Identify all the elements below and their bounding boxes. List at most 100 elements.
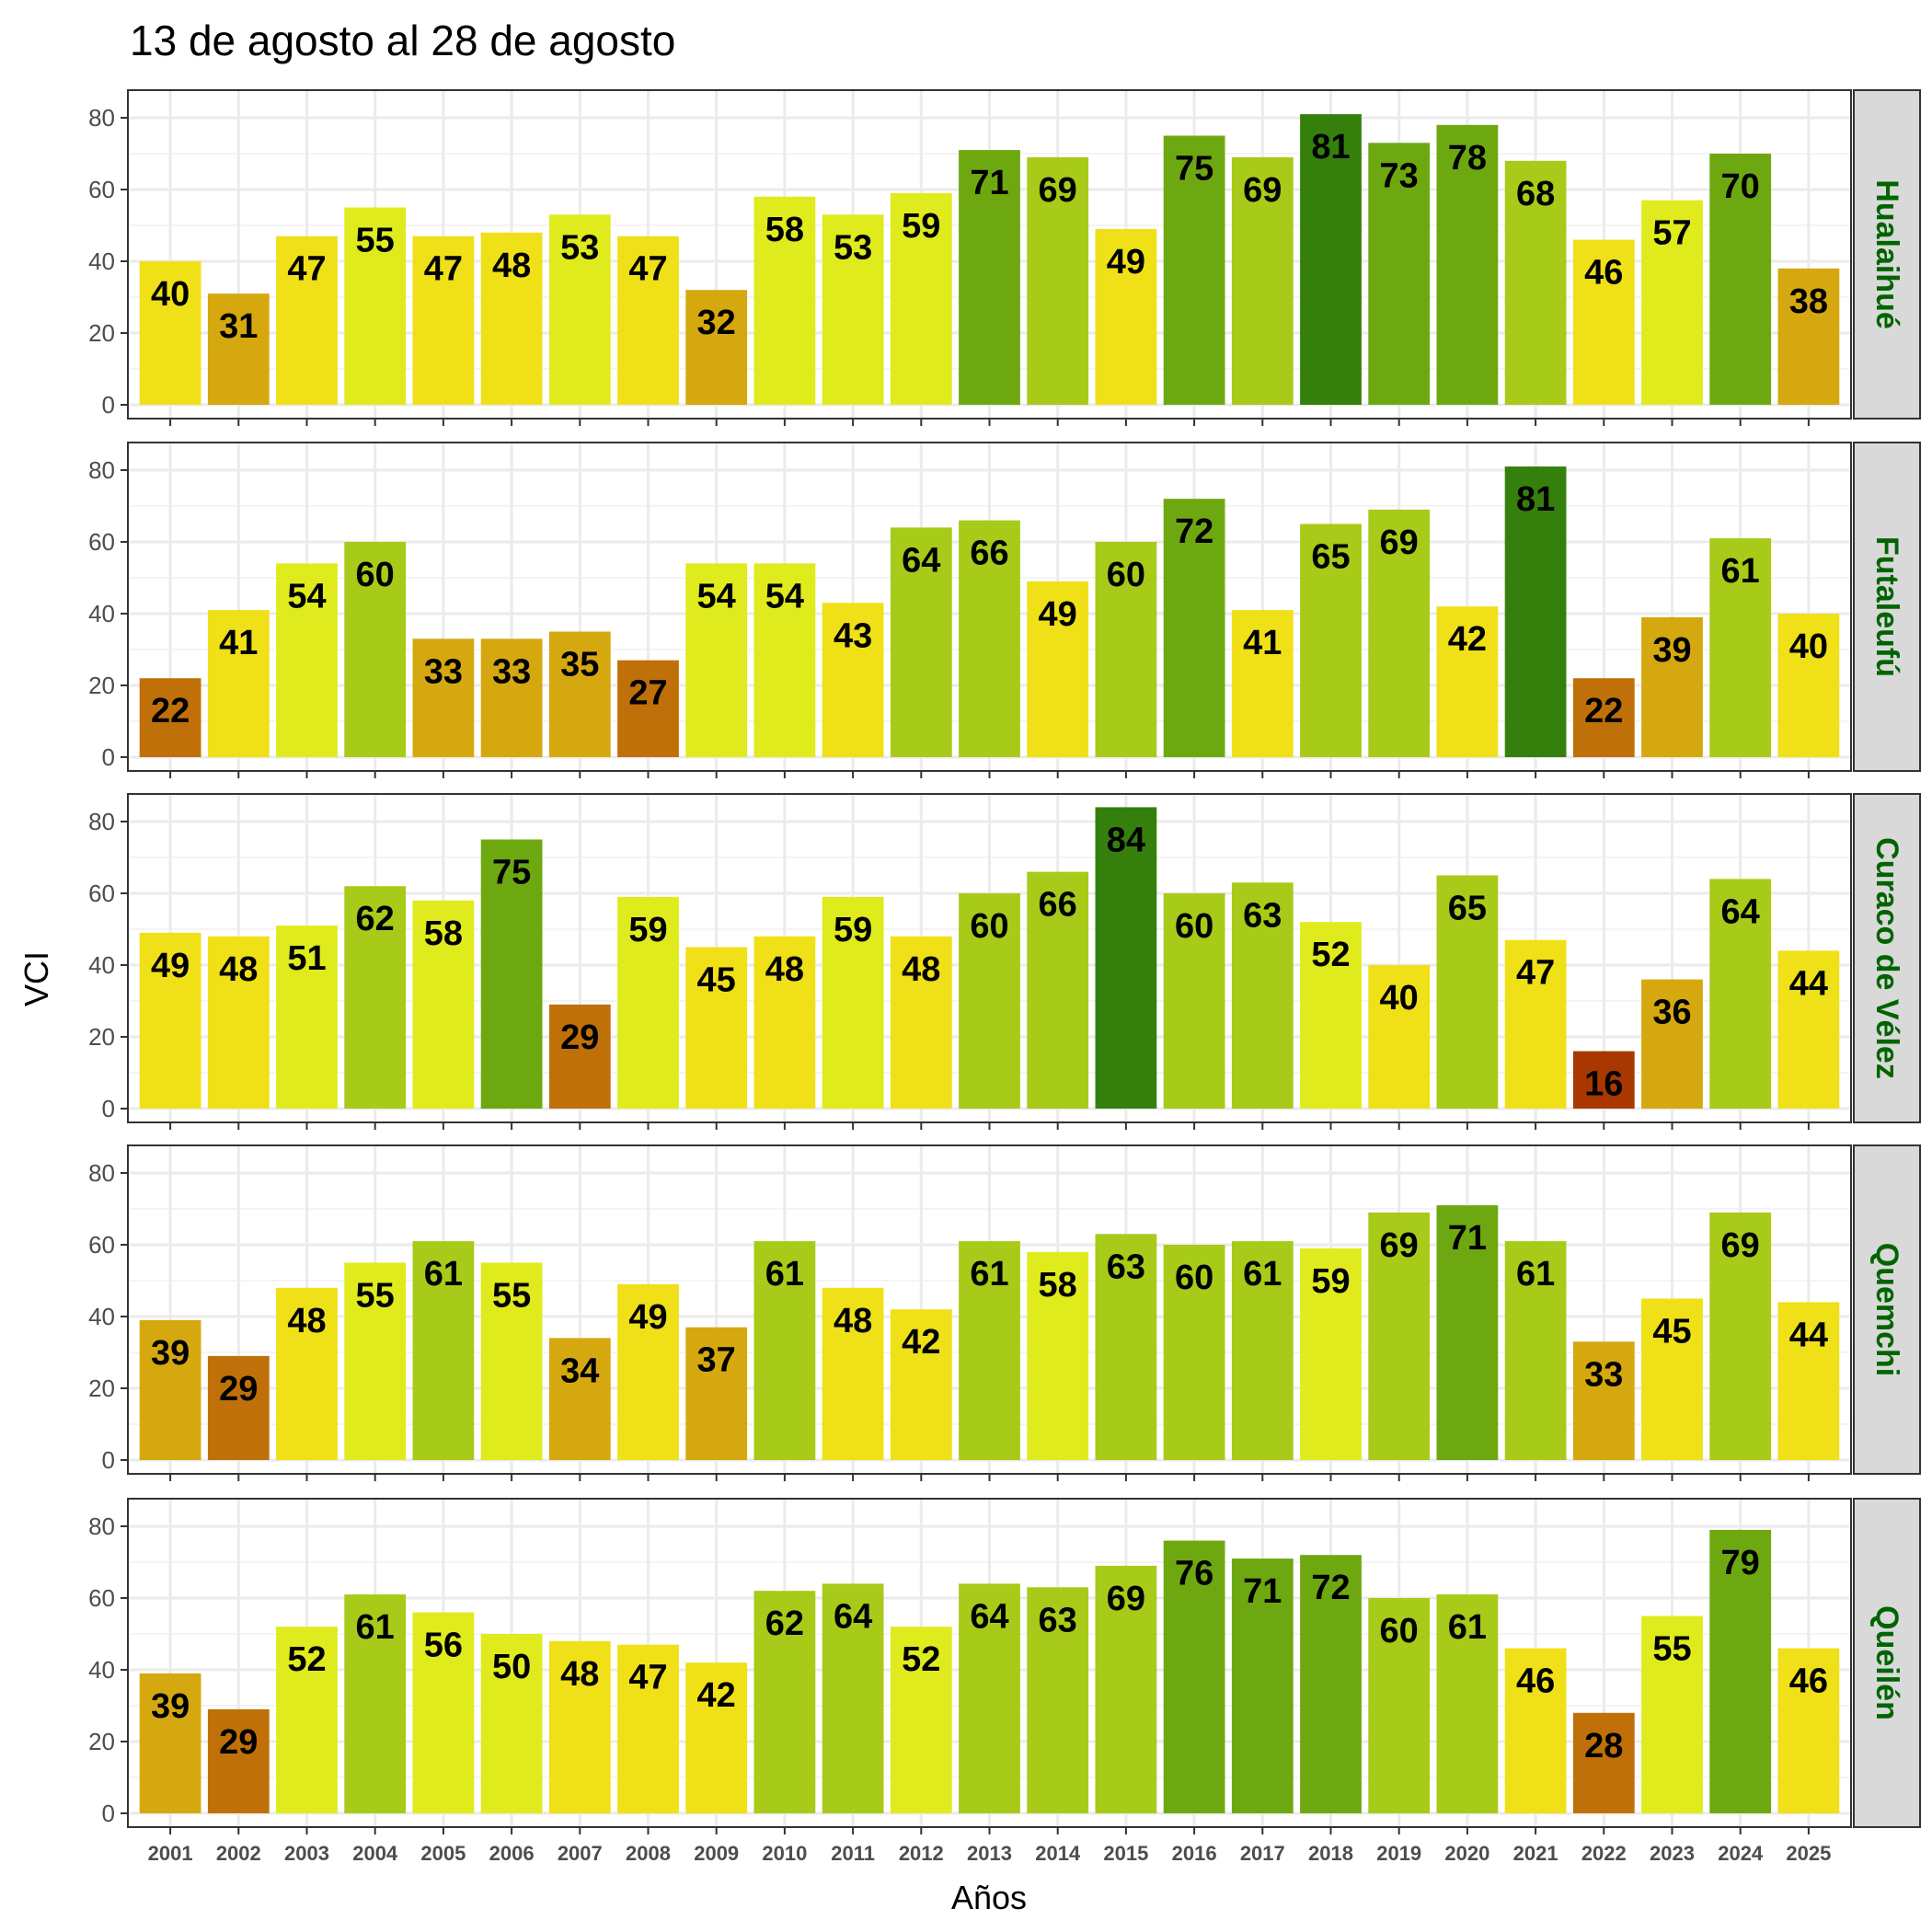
bar [139,1673,201,1813]
bar-value-label: 61 [970,1255,1008,1294]
bar-value-label: 66 [1039,886,1077,925]
bar [1231,1558,1294,1813]
bar [480,1262,543,1460]
facet-strip [1853,1144,1921,1475]
bar [1368,143,1431,406]
bar [1572,1051,1635,1109]
bar [1504,160,1567,406]
bar [1436,124,1499,406]
bar [1368,1212,1431,1460]
y-tick-label: 20 [88,672,115,699]
x-tick-label: 2021 [1513,1842,1558,1865]
bar-value-label: 69 [1243,171,1282,210]
bar-value-label: 60 [970,907,1008,946]
facet-strip [1853,442,1921,772]
bar [412,638,475,757]
bar [1163,1245,1225,1460]
bar [1027,1251,1089,1460]
bar [1641,1616,1703,1813]
bar [1777,950,1840,1109]
bar-value-label: 52 [287,1640,326,1679]
bar [1095,1234,1157,1460]
bar-value-label: 68 [1516,175,1555,213]
bar [1163,135,1225,405]
bar [1163,1540,1225,1813]
bar-value-label: 52 [902,1640,940,1679]
bar [1777,1302,1840,1460]
x-tick-label: 2015 [1103,1842,1148,1865]
bar-value-label: 39 [1652,631,1691,670]
bar [207,936,270,1109]
y-tick-label: 0 [102,743,115,771]
bar-value-label: 32 [697,304,736,342]
bar-value-label: 48 [560,1655,599,1694]
bar [822,603,884,757]
bar [1300,1248,1362,1460]
bar-value-label: 51 [287,939,326,978]
bar-value-label: 76 [1175,1555,1213,1593]
bar [617,1283,679,1460]
bar [753,1591,816,1813]
bar [207,610,270,757]
bar [1231,882,1294,1109]
bar-value-label: 81 [1516,480,1555,519]
bar [1641,979,1703,1109]
bar-value-label: 47 [628,250,667,289]
bar-value-label: 49 [151,947,190,985]
bar [1027,581,1089,757]
x-tick-label: 2010 [762,1842,807,1865]
bar [344,207,407,405]
bar [548,1338,611,1460]
bar-value-label: 48 [287,1302,326,1340]
bar [1641,200,1703,405]
bar [1368,509,1431,757]
x-tick-label: 2014 [1035,1842,1081,1865]
bar [480,638,543,757]
bar [959,150,1020,405]
bar-value-label: 69 [1107,1580,1145,1618]
bar-value-label: 33 [492,652,531,691]
bar [822,1583,884,1813]
bar [548,214,611,405]
bar-value-label: 47 [1516,954,1555,993]
x-tick-label: 2024 [1718,1842,1764,1865]
bar-value-label: 42 [697,1676,736,1715]
bar-value-label: 58 [1039,1266,1077,1305]
x-tick-label: 2020 [1444,1842,1489,1865]
bar-value-label: 61 [1448,1608,1487,1647]
bar-value-label: 63 [1039,1601,1077,1639]
y-tick-label: 40 [88,600,115,627]
bar-value-label: 69 [1380,523,1419,562]
bar [1163,893,1225,1109]
bar-value-label: 41 [219,624,258,662]
chart-title: 13 de agosto al 28 de agosto [130,17,675,64]
bar [822,1287,884,1460]
y-tick-label: 0 [102,1095,115,1122]
bar [753,196,816,405]
x-tick-label: 2013 [967,1842,1012,1865]
bar [685,1662,748,1813]
bar [890,192,952,405]
bar [276,926,338,1109]
y-tick-label: 20 [88,319,115,347]
bar-value-label: 39 [151,1687,190,1726]
y-tick-label: 80 [88,1159,115,1187]
bar [1300,114,1362,405]
bar-value-label: 66 [970,535,1008,573]
x-tick-label: 2006 [489,1842,535,1865]
bar-value-label: 42 [1448,620,1487,659]
facet-strip-label: Futaleufú [1869,536,1904,677]
x-tick-label: 2001 [148,1842,193,1865]
y-tick-label: 40 [88,1303,115,1330]
bar-value-label: 61 [356,1608,395,1647]
bar-value-label: 48 [834,1302,872,1340]
bar-value-label: 71 [1448,1219,1487,1258]
facet-panel: 49 48 51 62 58 75 29 59 45 48 59 48 60 66 84 60 63 52 40 65… [88,793,1921,1130]
bar-value-label: 54 [765,577,804,615]
bar [1777,614,1840,757]
x-tick-label: 2023 [1650,1842,1695,1865]
x-tick-label: 2007 [558,1842,603,1865]
bar-value-label: 79 [1721,1544,1760,1582]
facet-strip [1853,793,1921,1123]
